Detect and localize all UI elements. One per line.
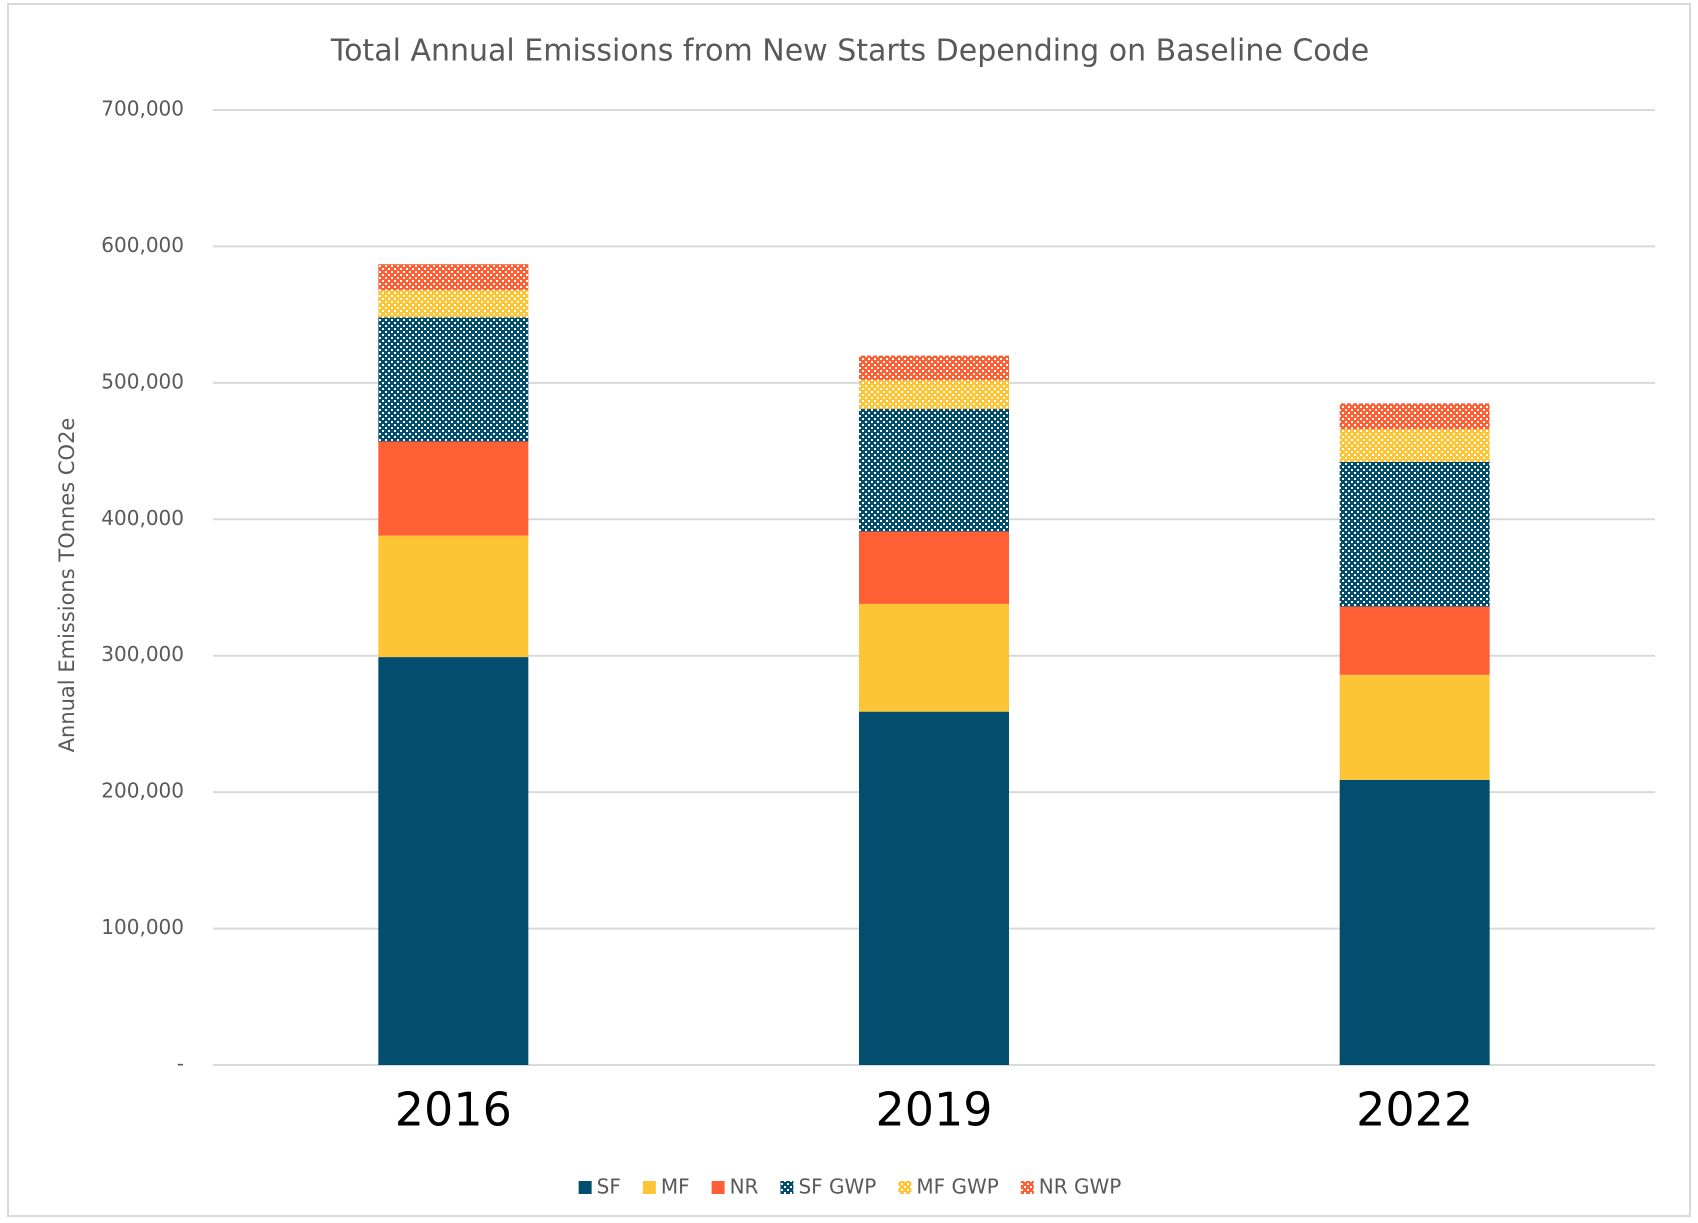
- bar-segment: [1339, 461, 1490, 607]
- legend-label: NR: [730, 1175, 759, 1199]
- bar-segment: [378, 264, 529, 291]
- bar-segment: [378, 441, 529, 536]
- chart-title: Total Annual Emissions from New Starts D…: [330, 34, 1369, 69]
- legend-swatch: [780, 1181, 794, 1194]
- y-axis-label: Annual Emissions TOnnes CO2e: [55, 418, 79, 753]
- bar-segment: [378, 535, 529, 658]
- y-tick-label: -: [177, 1052, 184, 1076]
- bar-segment: [378, 317, 529, 442]
- bar-segment: [859, 531, 1009, 604]
- x-tick-label: 2016: [395, 1083, 512, 1137]
- legend-label: NR GWP: [1039, 1175, 1122, 1199]
- x-tick-label: 2022: [1356, 1083, 1473, 1137]
- bar-segment: [859, 603, 1009, 712]
- legend-label: MF: [661, 1175, 690, 1199]
- bar-segment: [859, 380, 1009, 409]
- legend-swatch: [578, 1181, 592, 1194]
- x-tick-label: 2019: [875, 1083, 992, 1137]
- y-tick-label: 100,000: [101, 915, 184, 939]
- y-tick-label: 400,000: [101, 506, 184, 530]
- legend-label: MF GWP: [916, 1175, 998, 1199]
- legend-label: SF: [597, 1175, 621, 1199]
- bar-segment: [1339, 606, 1490, 675]
- y-tick-label: 200,000: [101, 779, 184, 803]
- legend-swatch: [711, 1181, 725, 1194]
- bar-segment: [859, 355, 1009, 381]
- legend-swatch: [898, 1181, 912, 1194]
- bar-segment: [378, 290, 529, 318]
- bar-segment: [1339, 403, 1490, 430]
- y-tick-label: 600,000: [101, 233, 184, 257]
- y-tick-label: 700,000: [101, 97, 184, 121]
- y-tick-label: 300,000: [101, 642, 184, 666]
- legend-swatch: [1020, 1181, 1034, 1194]
- bar-segment: [859, 711, 1009, 1065]
- legend-swatch: [642, 1181, 656, 1194]
- bar-segment: [1339, 779, 1490, 1065]
- bar-segment: [1339, 674, 1490, 780]
- legend-label: SF GWP: [798, 1175, 876, 1199]
- bar-segment: [859, 408, 1009, 532]
- bar-segment: [378, 657, 529, 1065]
- bar-segment: [1339, 429, 1490, 462]
- y-tick-label: 500,000: [101, 369, 184, 393]
